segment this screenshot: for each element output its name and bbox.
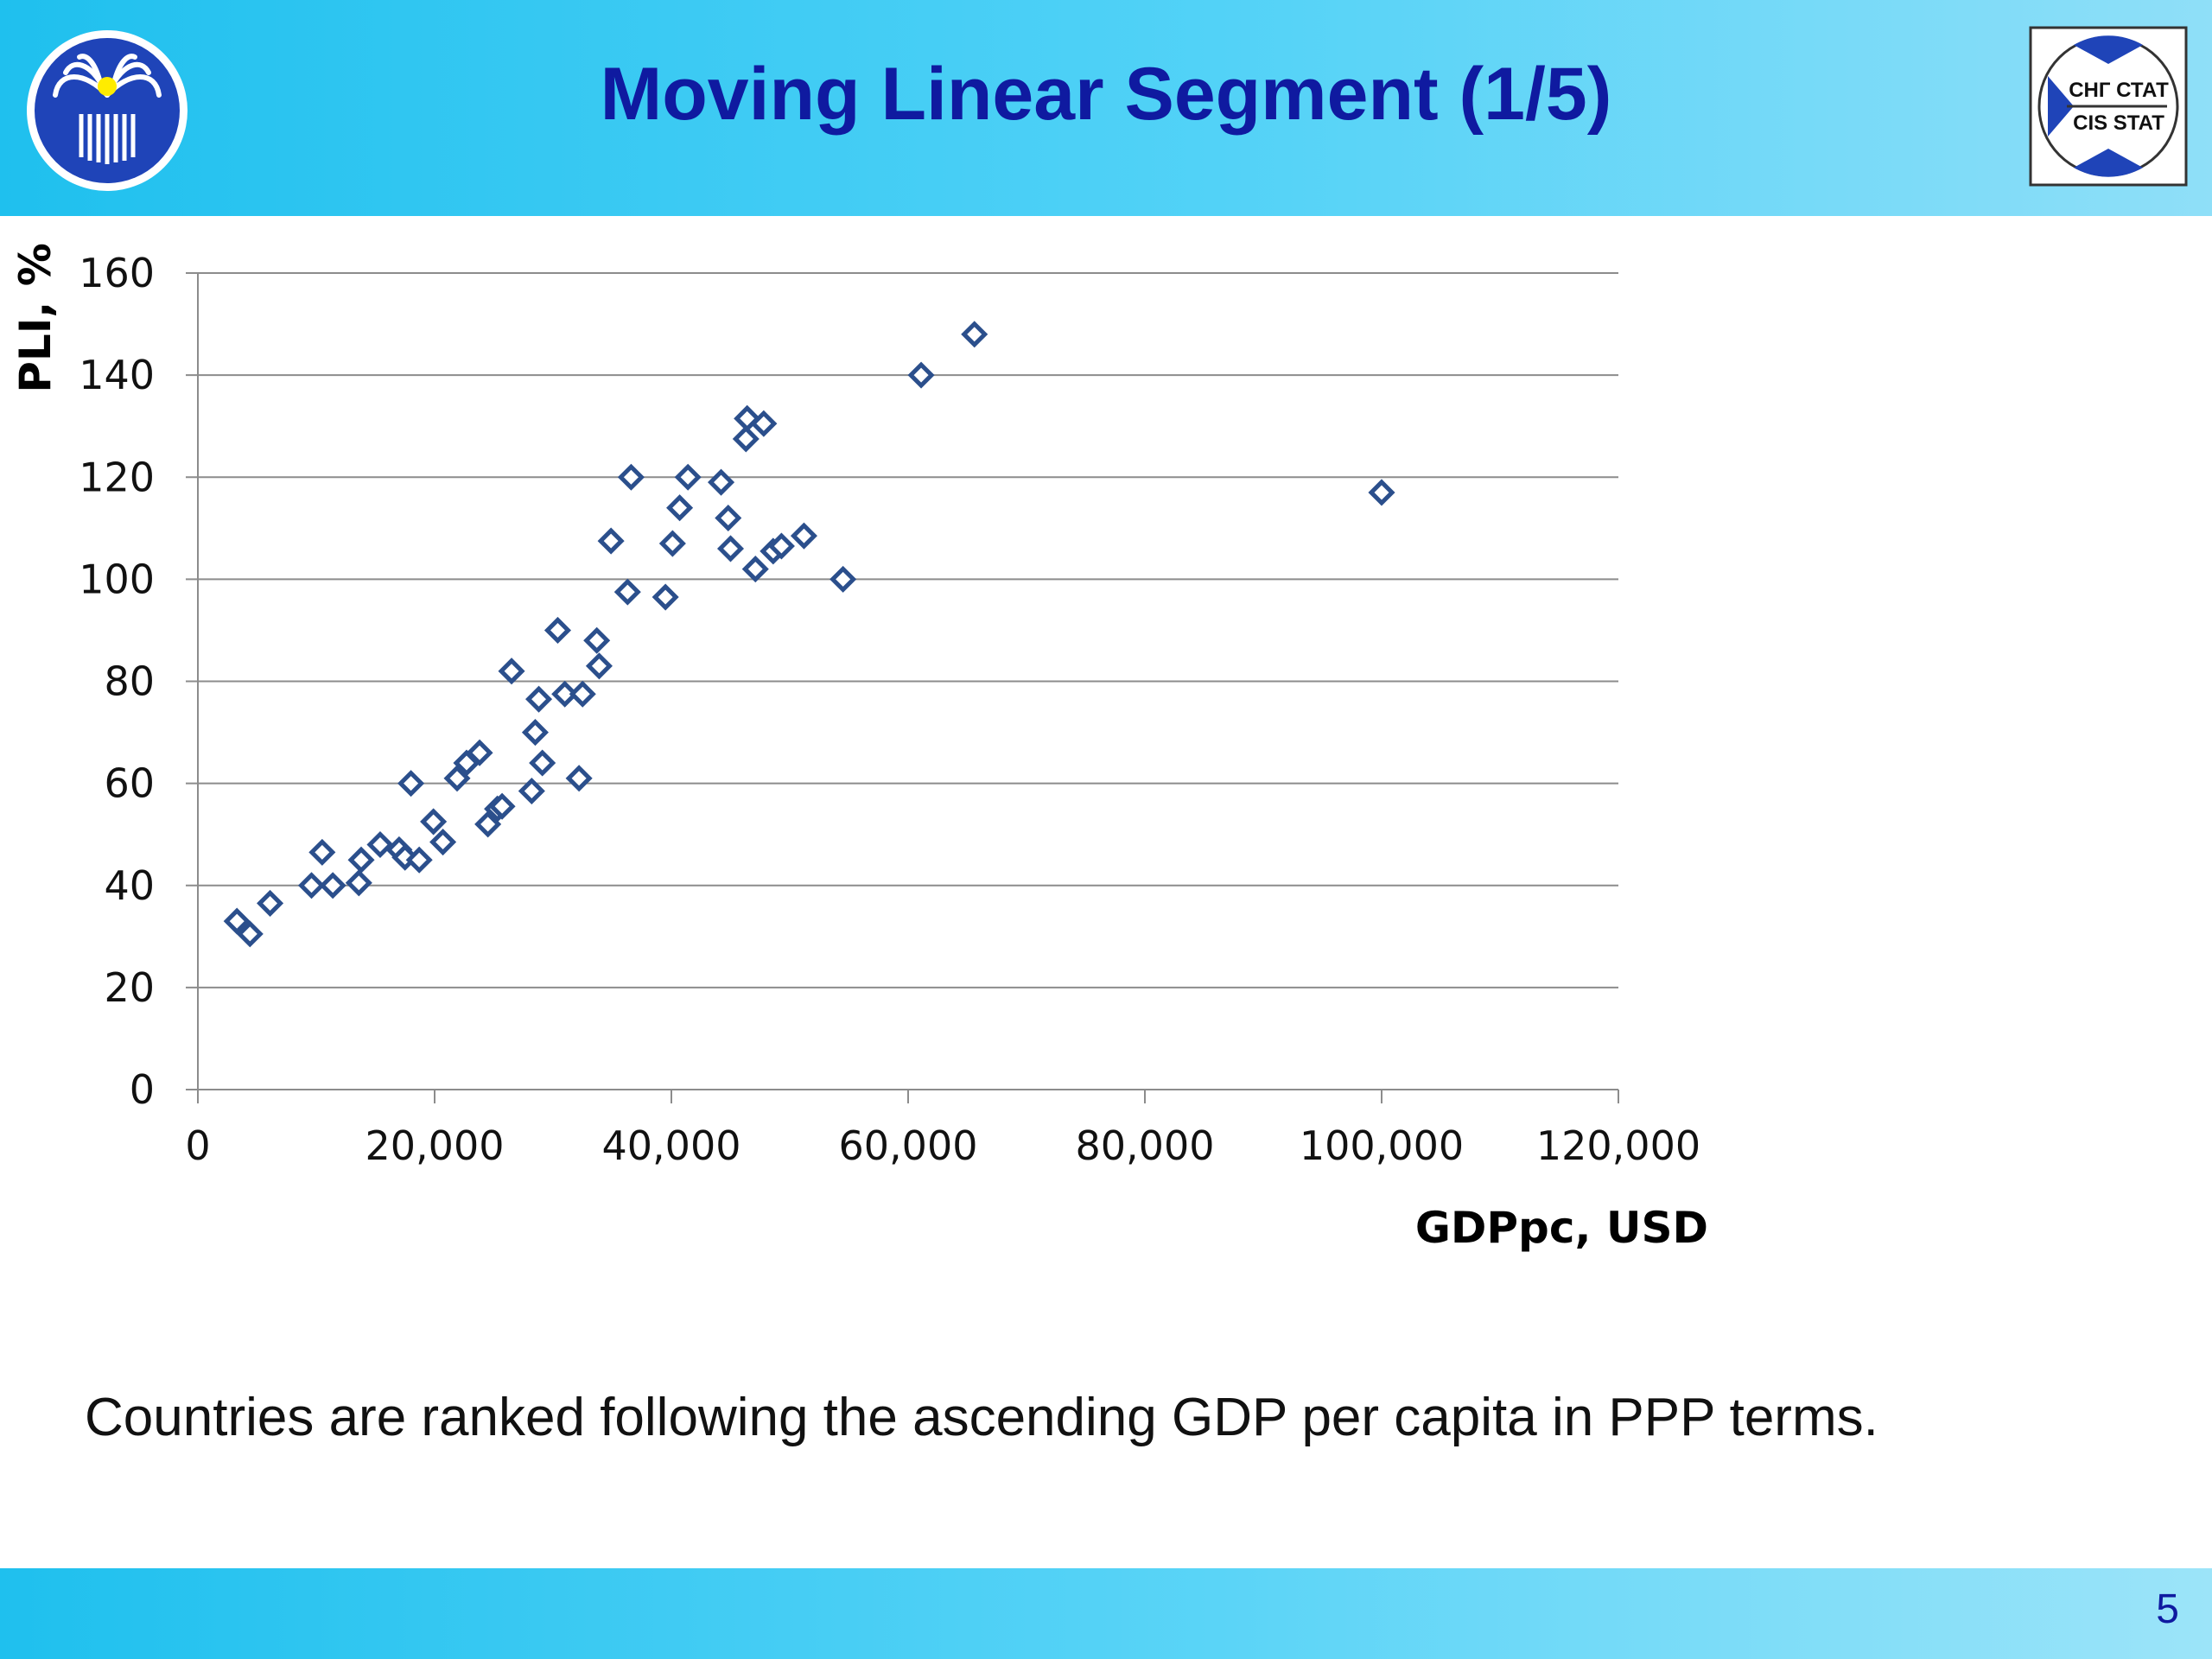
data-point (366, 830, 394, 859)
data-point (529, 749, 556, 777)
y-axis-title: PLI, % (10, 243, 60, 393)
y-tick-label: 60 (104, 760, 155, 807)
y-tick-label: 120 (79, 454, 155, 500)
data-point (345, 869, 372, 897)
data-point (585, 652, 613, 680)
data-point (716, 535, 745, 563)
data-point (397, 770, 425, 798)
y-tick-label: 160 (79, 250, 155, 296)
data-point (405, 846, 433, 874)
data-point (420, 808, 448, 836)
data-point (498, 658, 525, 685)
x-axis-title: GDPpc, USD (1415, 1203, 1708, 1253)
data-point (907, 361, 935, 389)
data-point (613, 578, 641, 606)
slide-footer (0, 1568, 2212, 1659)
cis-stat-logo-text-en: CIS STAT (2073, 111, 2164, 135)
data-point (297, 872, 326, 899)
y-tick-label: 20 (104, 964, 155, 1011)
data-point (223, 907, 251, 935)
data-point (597, 527, 625, 555)
data-point (319, 872, 346, 899)
data-point (565, 765, 593, 792)
data-point (750, 410, 778, 437)
x-tick-label: 40,000 (602, 1122, 741, 1169)
slide-title: Moving Linear Segment (1/5) (600, 53, 1612, 136)
data-point (551, 680, 579, 708)
data-point (521, 719, 549, 747)
y-tick-label: 140 (79, 352, 155, 398)
data-point (617, 463, 645, 491)
y-tick-label: 40 (104, 862, 155, 909)
data-point (790, 522, 817, 550)
data-point (474, 810, 502, 838)
data-point (732, 425, 760, 453)
x-tick-label: 60,000 (839, 1122, 978, 1169)
x-tick-label: 0 (185, 1122, 210, 1169)
x-tick-label: 100,000 (1300, 1122, 1464, 1169)
data-point (347, 846, 375, 874)
page-number: 5 (2156, 1586, 2179, 1632)
x-tick-label: 20,000 (365, 1122, 505, 1169)
data-point (257, 889, 284, 917)
y-tick-label: 100 (79, 556, 155, 602)
data-point (466, 739, 493, 766)
cis-stat-logo: СНГ СТАТ CIS STAT (2029, 26, 2188, 187)
data-point (830, 565, 857, 593)
data-point (1368, 479, 1395, 506)
y-tick-label: 0 (130, 1066, 155, 1113)
data-point (569, 680, 596, 708)
slide-caption: Countries are ranked following the ascen… (85, 1388, 1878, 1447)
data-point (767, 532, 795, 560)
data-point (961, 321, 988, 348)
data-point (652, 583, 679, 611)
x-tick-label: 80,000 (1076, 1122, 1215, 1169)
data-point (674, 463, 702, 491)
data-point (443, 765, 471, 792)
data-point (236, 920, 264, 948)
y-tick-label: 80 (104, 658, 155, 705)
data-point (666, 494, 694, 522)
data-point (583, 626, 611, 654)
data-point (518, 777, 545, 805)
slide-header (0, 0, 2212, 216)
data-point (708, 468, 735, 496)
data-point (525, 685, 553, 713)
x-tick-label: 120,000 (1536, 1122, 1700, 1169)
data-point (488, 792, 516, 820)
scatter-chart: 0 20 40 60 80 100 120 140 160 0 20,000 40,000 60,000… (10, 243, 1708, 1253)
data-point (741, 556, 769, 583)
data-point (715, 504, 742, 532)
data-point (308, 838, 336, 866)
data-point (543, 616, 572, 644)
cis-stat-logo-text-ru: СНГ СТАТ (2069, 79, 2169, 102)
data-point (429, 829, 457, 856)
data-point (658, 530, 686, 557)
cis-emblem-logo (27, 30, 188, 191)
